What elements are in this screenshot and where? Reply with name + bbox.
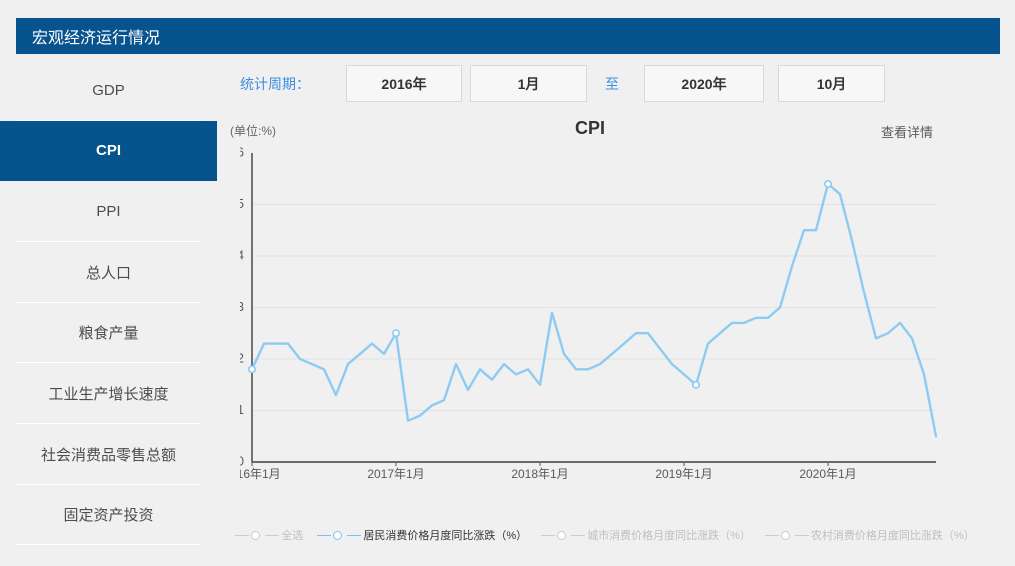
svg-text:2019年1月: 2019年1月 [655, 467, 712, 481]
svg-text:2020年1月: 2020年1月 [799, 467, 856, 481]
svg-text:4: 4 [240, 249, 244, 263]
svg-text:1: 1 [240, 403, 244, 417]
svg-text:3: 3 [240, 300, 244, 314]
svg-text:2: 2 [240, 352, 244, 366]
svg-text:5: 5 [240, 197, 244, 211]
svg-text:2017年1月: 2017年1月 [367, 467, 424, 481]
svg-text:2018年1月: 2018年1月 [511, 467, 568, 481]
svg-text:6: 6 [240, 146, 244, 160]
